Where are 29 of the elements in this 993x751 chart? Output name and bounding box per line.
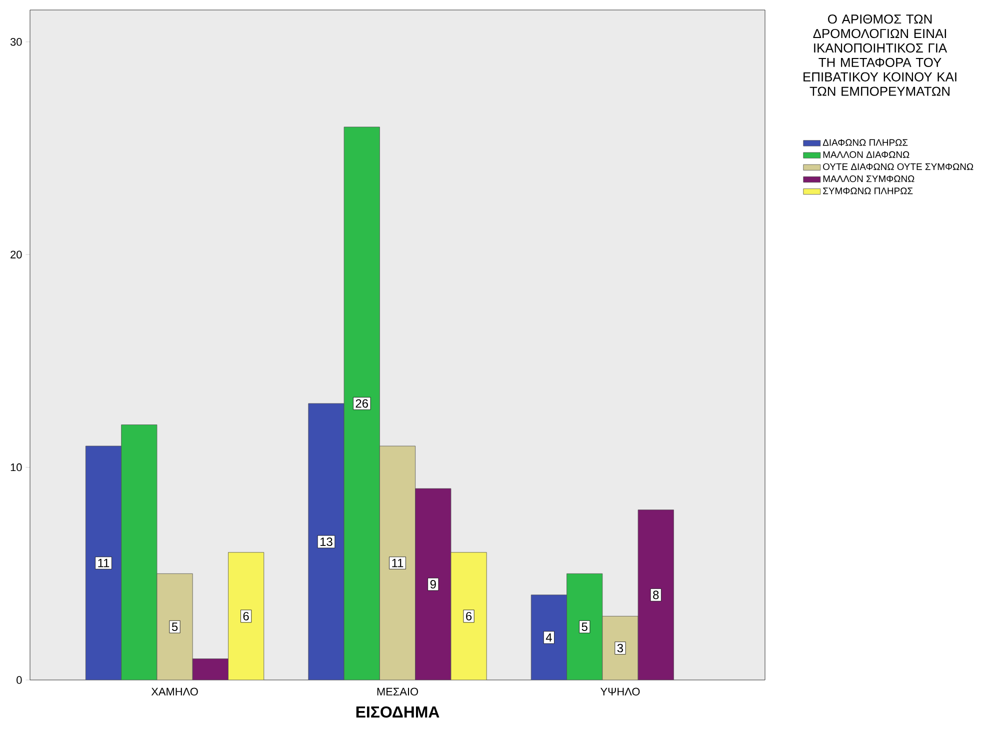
- legend-label: ΣΥΜΦΩΝΩ ΠΛΗΡΩΣ: [823, 188, 913, 194]
- legend-label: ΟΥΤΕ ΔΙΑΦΩΝΩ ΟΥΤΕ ΣΥΜΦΩΝΩ: [823, 163, 974, 170]
- data-label: 26: [356, 399, 368, 408]
- bar: [156, 573, 193, 680]
- x-axis-title: ΕΙΣΟΔΗΜΑ: [356, 706, 440, 718]
- data-label: 9: [430, 580, 436, 588]
- data-label: 8: [653, 590, 659, 600]
- legend-title: Ο ΑΡΙΘΜΟΣ ΤΩΝ ΔΡΟΜΟΛΟΓΙΩΝ ΕΙΝΑΙ ΙΚΑΝΟΠΟΙΗΤΙΚΟΣ ΓΙΑ ΤΗ ΜΕΤΑΦΟΡΑ ΤΟΥ ΕΠΙΒΑΤΙΚΟΥ ΚΟΙΝΟΥ ΚΑΙ ΤΩΝ ΕΜΠΟΡΕΥΜΑΤΩΝ: [804, 14, 956, 96]
- data-label: 6: [243, 612, 249, 620]
- legend-label: ΜΑΛΛΟΝ ΣΥΜΦΩΝΩ: [823, 175, 914, 182]
- x-tick-label: ΥΨΗΛΟ: [600, 688, 640, 696]
- bar: [379, 446, 416, 680]
- legend-label: ΔΙΑΦΩΝΩ ΠΛΗΡΩΣ: [822, 139, 908, 146]
- data-label: 5: [582, 622, 588, 631]
- data-label: 11: [98, 558, 110, 568]
- y-tick-label: 10: [10, 463, 22, 472]
- x-tick-label: ΜΕΣΑΙΟ: [377, 688, 418, 696]
- data-label: 6: [466, 612, 472, 620]
- y-tick-label: 30: [10, 38, 22, 46]
- data-label: 11: [392, 558, 404, 568]
- data-label: 3: [617, 644, 624, 652]
- data-label: 5: [172, 622, 178, 631]
- y-tick-label: 20: [10, 250, 22, 258]
- legend-label: ΜΑΛΛΟΝ ΔΙΑΦΩΝΩ: [823, 151, 910, 158]
- bar: [602, 616, 638, 680]
- y-tick-label: 0: [16, 676, 22, 684]
- data-label: 13: [320, 538, 332, 546]
- x-tick-label: ΧΑΜΗΛΟ: [151, 688, 198, 696]
- data-label: 4: [546, 633, 552, 642]
